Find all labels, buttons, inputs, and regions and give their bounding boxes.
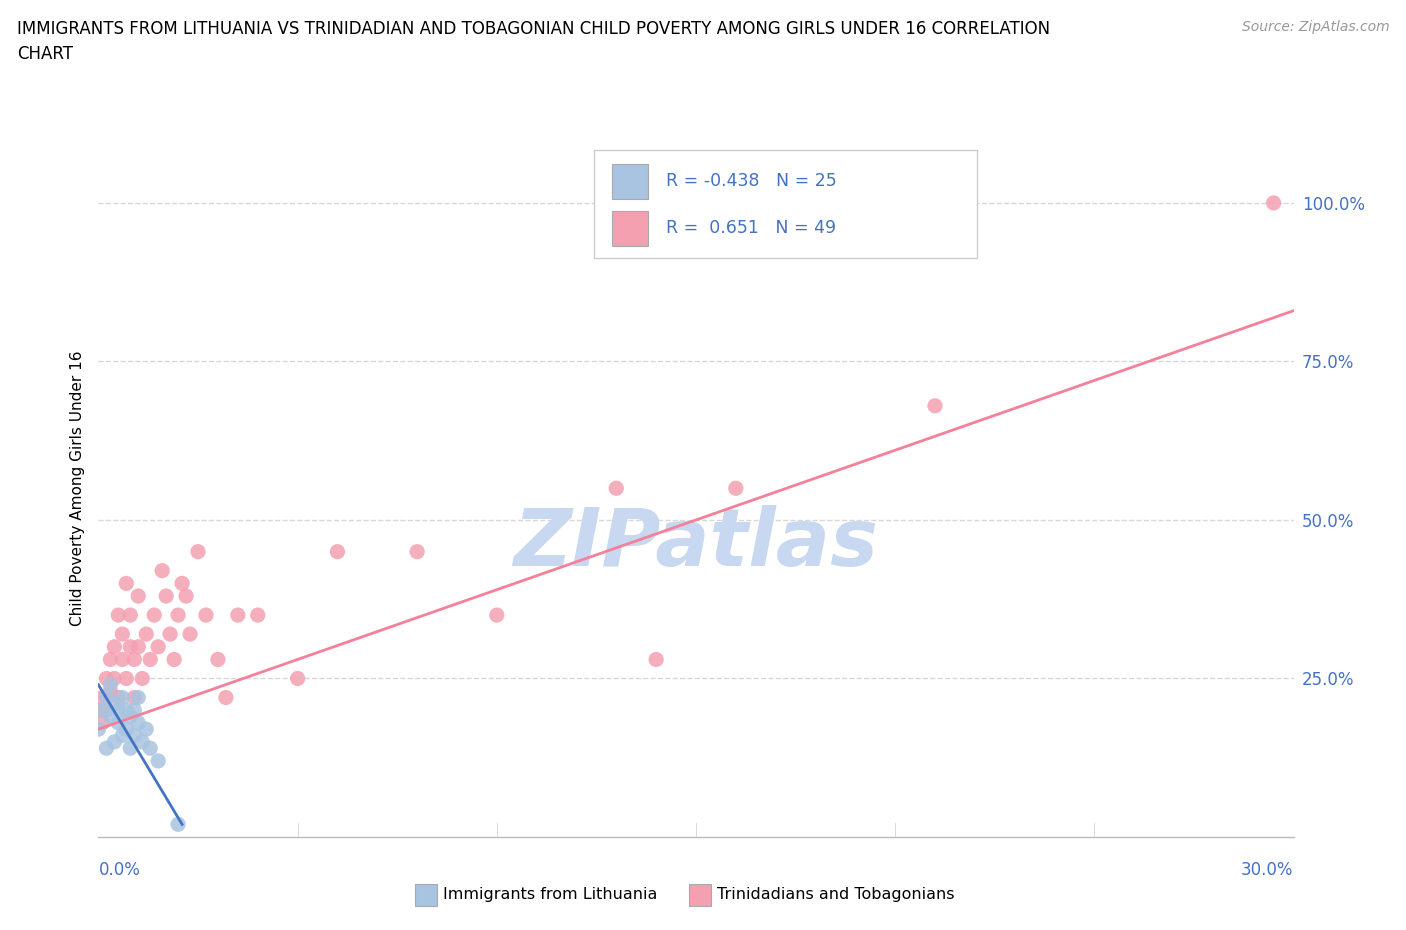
Point — [326, 544, 349, 559]
Text: Immigrants from Lithuania: Immigrants from Lithuania — [443, 887, 657, 902]
Text: Trinidadians and Tobagonians: Trinidadians and Tobagonians — [717, 887, 955, 902]
Point — [139, 741, 162, 756]
Point — [91, 690, 114, 705]
Point — [107, 715, 129, 730]
Point — [139, 652, 162, 667]
Point — [605, 481, 627, 496]
Point — [167, 607, 190, 622]
Text: R = -0.438   N = 25: R = -0.438 N = 25 — [666, 172, 837, 191]
Point — [143, 607, 166, 622]
Text: IMMIGRANTS FROM LITHUANIA VS TRINIDADIAN AND TOBAGONIAN CHILD POVERTY AMONG GIRL: IMMIGRANTS FROM LITHUANIA VS TRINIDADIAN… — [17, 20, 1050, 38]
Point — [120, 709, 142, 724]
Point — [111, 728, 134, 743]
Point — [148, 639, 170, 654]
Point — [174, 589, 197, 604]
Point — [103, 639, 125, 654]
Point — [150, 564, 173, 578]
Text: R =  0.651   N = 49: R = 0.651 N = 49 — [666, 219, 837, 237]
Text: 30.0%: 30.0% — [1241, 860, 1294, 879]
Point — [645, 652, 668, 667]
Point — [194, 607, 218, 622]
Point — [103, 671, 125, 686]
Point — [127, 639, 149, 654]
Point — [207, 652, 229, 667]
Point — [131, 671, 153, 686]
Point — [115, 671, 138, 686]
Point — [120, 741, 142, 756]
Point — [98, 684, 122, 698]
Point — [120, 607, 142, 622]
Point — [91, 715, 114, 730]
Point — [98, 677, 122, 692]
Point — [87, 722, 110, 737]
Point — [124, 690, 146, 705]
Point — [120, 639, 142, 654]
Point — [107, 690, 129, 705]
Point — [179, 627, 201, 642]
Point — [107, 607, 129, 622]
Point — [96, 703, 118, 718]
Bar — [612, 164, 648, 199]
Text: Source: ZipAtlas.com: Source: ZipAtlas.com — [1241, 20, 1389, 34]
Point — [111, 627, 134, 642]
Point — [215, 690, 238, 705]
Point — [115, 576, 138, 591]
Point — [135, 627, 157, 642]
Point — [111, 690, 134, 705]
Point — [115, 703, 138, 718]
Point — [187, 544, 209, 559]
Point — [131, 735, 153, 750]
Point — [98, 709, 122, 724]
Point — [1263, 195, 1285, 210]
Point — [107, 703, 129, 718]
Point — [135, 722, 157, 737]
Point — [87, 703, 110, 718]
Point — [124, 703, 146, 718]
Point — [127, 690, 149, 705]
Text: 0.0%: 0.0% — [98, 860, 141, 879]
Point — [226, 607, 249, 622]
Point — [96, 741, 118, 756]
Point — [91, 703, 114, 718]
Text: CHART: CHART — [17, 45, 73, 62]
Point — [98, 652, 122, 667]
FancyBboxPatch shape — [595, 150, 977, 259]
Point — [159, 627, 181, 642]
Y-axis label: Child Poverty Among Girls Under 16: Child Poverty Among Girls Under 16 — [69, 351, 84, 626]
Point — [924, 398, 946, 413]
Point — [124, 652, 146, 667]
Point — [115, 722, 138, 737]
Point — [287, 671, 309, 686]
Text: ZIPatlas: ZIPatlas — [513, 505, 879, 583]
Point — [246, 607, 269, 622]
Point — [124, 728, 146, 743]
Bar — [612, 211, 648, 246]
Point — [724, 481, 747, 496]
Point — [103, 735, 125, 750]
Point — [167, 817, 190, 831]
Point — [406, 544, 429, 559]
Point — [485, 607, 508, 622]
Point — [96, 671, 118, 686]
Point — [96, 690, 118, 705]
Point — [127, 589, 149, 604]
Point — [148, 753, 170, 768]
Point — [155, 589, 177, 604]
Point — [172, 576, 194, 591]
Point — [163, 652, 186, 667]
Point — [111, 652, 134, 667]
Point — [103, 697, 125, 711]
Point — [127, 715, 149, 730]
